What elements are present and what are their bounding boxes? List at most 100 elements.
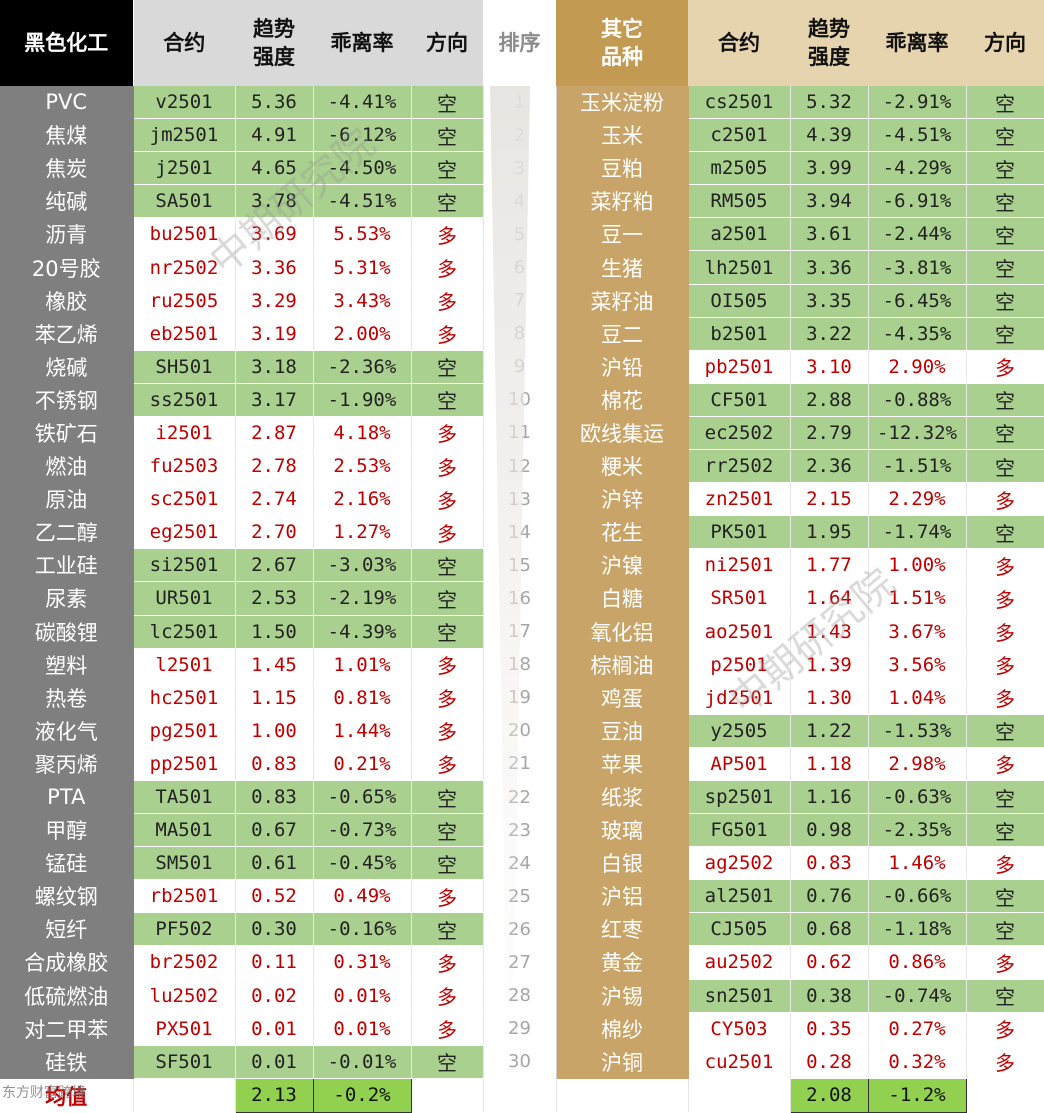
right-strength-cell: 2.36 — [790, 449, 869, 484]
left-strength-cell: 0.02 — [235, 979, 314, 1013]
right-commodity-name: 棕榈油 — [556, 648, 689, 682]
table-row: 燃油 fu2503 2.78 2.53% 多 12 粳米 rr2502 2.36 -1.51% 空 — [0, 449, 1044, 484]
left-direction-cell: 多 — [411, 416, 484, 451]
right-contract-cell: a2501 — [688, 217, 791, 252]
header-left-category: 黑色化工 — [0, 0, 134, 86]
left-direction-cell: 空 — [411, 581, 484, 616]
rank-cell: 21 — [482, 747, 557, 781]
right-commodity-name: 氧化铝 — [556, 615, 689, 649]
left-contract-cell: lu2502 — [133, 979, 236, 1013]
right-strength-cell: 1.39 — [790, 648, 869, 682]
right-contract-cell: RM505 — [688, 184, 791, 219]
table-row: 液化气 pg2501 1.00 1.44% 多 20 豆油 y2505 1.22 -1.53% 空 — [0, 714, 1044, 748]
left-deviation-cell: 5.53% — [313, 217, 412, 252]
right-deviation-cell: 3.56% — [868, 648, 967, 682]
left-direction-cell: 多 — [411, 317, 484, 351]
right-strength-cell: 1.16 — [790, 780, 869, 815]
right-commodity-name: 欧线集运 — [556, 416, 689, 451]
left-commodity-name: 塑料 — [0, 648, 134, 682]
left-commodity-name: 烧碱 — [0, 350, 134, 384]
left-strength-cell: 0.52 — [235, 879, 314, 914]
right-direction-cell: 空 — [966, 416, 1044, 451]
right-strength-cell: 0.76 — [790, 879, 869, 914]
right-contract-cell: OI505 — [688, 284, 791, 318]
left-strength-cell: 3.18 — [235, 350, 314, 384]
right-deviation-cell: -3.81% — [868, 250, 967, 285]
left-strength-cell: 2.78 — [235, 449, 314, 484]
right-deviation-cell: -6.91% — [868, 184, 967, 219]
left-deviation-cell: -4.39% — [313, 615, 412, 649]
left-direction-cell: 空 — [411, 1045, 484, 1079]
right-contract-cell: FG501 — [688, 813, 791, 848]
right-contract-cell: zn2501 — [688, 482, 791, 517]
table-row: 对二甲苯 PX501 0.01 0.01% 多 29 棉纱 CY503 0.35 0.27% 多 — [0, 1012, 1044, 1046]
right-deviation-cell: -4.35% — [868, 317, 967, 351]
left-commodity-name: 碳酸锂 — [0, 615, 134, 649]
left-strength-cell: 1.50 — [235, 615, 314, 649]
right-strength-cell: 0.62 — [790, 945, 869, 980]
right-direction-cell: 空 — [966, 813, 1044, 848]
right-direction-cell: 多 — [966, 350, 1044, 384]
right-contract-cell: ag2502 — [688, 846, 791, 881]
right-strength-cell: 3.10 — [790, 350, 869, 384]
left-strength-cell: 3.19 — [235, 317, 314, 351]
rank-cell: 7 — [482, 284, 557, 318]
right-direction-cell: 空 — [966, 780, 1044, 815]
right-commodity-name: 沪锡 — [556, 979, 689, 1013]
left-contract-cell: SA501 — [133, 184, 236, 219]
right-commodity-name: 玻璃 — [556, 813, 689, 848]
right-strength-cell: 2.79 — [790, 416, 869, 451]
right-commodity-name: 沪铜 — [556, 1045, 689, 1079]
right-deviation-cell: 2.29% — [868, 482, 967, 517]
left-direction-cell: 空 — [411, 383, 484, 417]
right-deviation-cell: -2.44% — [868, 217, 967, 252]
table-row: 焦煤 jm2501 4.91 -6.12% 空 2 玉米 c2501 4.39 -4.51% 空 — [0, 118, 1044, 153]
right-direction-cell: 空 — [966, 217, 1044, 252]
left-commodity-name: 短纤 — [0, 912, 134, 947]
left-commodity-name: 20号胶 — [0, 250, 134, 285]
left-direction-cell: 空 — [411, 813, 484, 848]
right-deviation-cell: -6.45% — [868, 284, 967, 318]
left-contract-cell: PF502 — [133, 912, 236, 947]
table-row: 聚丙烯 pp2501 0.83 0.21% 多 21 苹果 AP501 1.18 2.98% 多 — [0, 747, 1044, 781]
left-contract-cell: nr2502 — [133, 250, 236, 285]
right-strength-cell: 1.77 — [790, 548, 869, 583]
left-strength-cell: 0.30 — [235, 912, 314, 947]
right-contract-cell: sn2501 — [688, 979, 791, 1013]
right-strength-cell: 0.68 — [790, 912, 869, 947]
right-commodity-name: 玉米淀粉 — [556, 86, 689, 120]
rank-cell: 9 — [482, 350, 557, 384]
left-commodity-name: 不锈钢 — [0, 383, 134, 417]
rank-cell: 26 — [482, 912, 557, 946]
right-deviation-cell: -1.18% — [868, 912, 967, 947]
right-direction-cell: 多 — [966, 1012, 1044, 1046]
left-strength-cell: 5.36 — [235, 86, 314, 120]
right-deviation-cell: 3.67% — [868, 615, 967, 649]
left-contract-cell: l2501 — [133, 648, 236, 682]
right-commodity-name: 豆粕 — [556, 151, 689, 186]
table-row: 锰硅 SM501 0.61 -0.45% 空 24 白银 ag2502 0.83 1.46% 多 — [0, 846, 1044, 881]
left-direction-cell: 多 — [411, 515, 484, 550]
right-direction-cell: 多 — [966, 615, 1044, 649]
right-direction-cell: 空 — [966, 151, 1044, 186]
right-direction-cell: 空 — [966, 879, 1044, 914]
rank-cell: 17 — [482, 615, 557, 649]
right-deviation-cell: -2.91% — [868, 86, 967, 120]
left-contract-cell: UR501 — [133, 581, 236, 616]
left-strength-cell: 3.17 — [235, 383, 314, 417]
right-commodity-name: 粳米 — [556, 449, 689, 484]
left-strength-cell: 0.83 — [235, 780, 314, 815]
right-strength-cell: 1.43 — [790, 615, 869, 649]
left-direction-cell: 多 — [411, 250, 484, 285]
table-row: 工业硅 si2501 2.67 -3.03% 空 15 沪镍 ni2501 1.77 1.00% 多 — [0, 548, 1044, 583]
left-contract-cell: si2501 — [133, 548, 236, 583]
right-strength-cell: 0.98 — [790, 813, 869, 848]
rank-cell: 12 — [482, 449, 557, 483]
left-deviation-cell: 0.01% — [313, 979, 412, 1013]
right-strength-cell: 1.22 — [790, 714, 869, 748]
left-contract-cell: pp2501 — [133, 747, 236, 781]
rank-cell: 22 — [482, 780, 557, 814]
header-right-strength: 趋势强度 — [790, 0, 868, 86]
right-commodity-name: 沪铅 — [556, 350, 689, 384]
left-direction-cell: 多 — [411, 681, 484, 715]
